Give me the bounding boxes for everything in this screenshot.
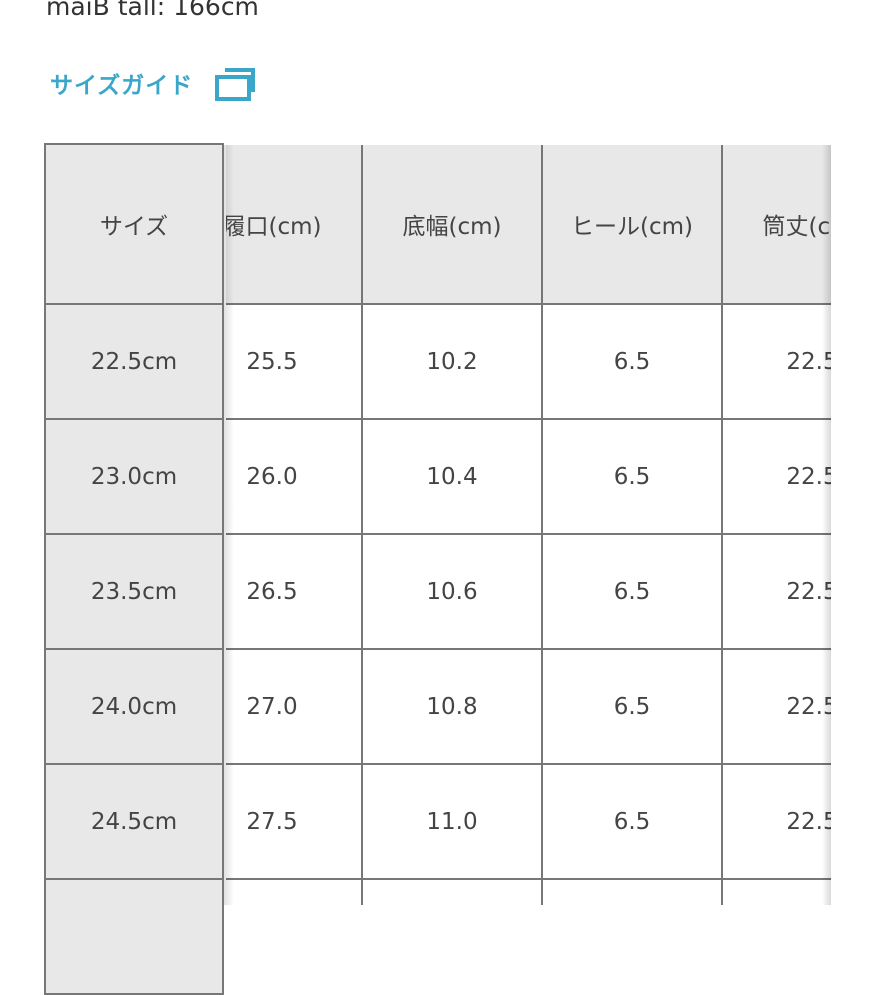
header-shaft-height: 筒丈(cm) bbox=[721, 145, 831, 305]
size-cell: 23.0cm bbox=[44, 418, 224, 535]
header-size: サイズ bbox=[44, 143, 224, 305]
table-row bbox=[226, 878, 831, 905]
table-row: 26.010.46.522.5 bbox=[226, 418, 831, 535]
scroll-shadow-right bbox=[822, 145, 831, 905]
table-cell: 26.0 bbox=[226, 418, 363, 535]
table-cell: 10.4 bbox=[361, 418, 543, 535]
table-cell bbox=[226, 878, 363, 905]
table-row: 27.010.86.522.5 bbox=[226, 648, 831, 765]
table-cell: 22.5 bbox=[721, 303, 831, 420]
table-cell: 26.5 bbox=[226, 533, 363, 650]
table-cell: 6.5 bbox=[541, 648, 723, 765]
size-cell: 23.5cm bbox=[44, 533, 224, 650]
table-row: 27.511.06.522.5 bbox=[226, 763, 831, 880]
external-window-icon bbox=[215, 68, 256, 101]
table-cell: 25.5 bbox=[226, 303, 363, 420]
size-cell: 22.5cm bbox=[44, 303, 224, 420]
table-cell: 22.5 bbox=[721, 763, 831, 880]
size-guide-link[interactable]: サイズガイド bbox=[50, 66, 256, 101]
table-cell: 6.5 bbox=[541, 763, 723, 880]
table-cell: 6.5 bbox=[541, 533, 723, 650]
size-cell: 24.5cm bbox=[44, 763, 224, 880]
table-cell: 10.2 bbox=[361, 303, 543, 420]
size-guide-label: サイズガイド bbox=[50, 73, 194, 99]
table-row: 25.510.26.522.5 bbox=[226, 303, 831, 420]
scroll-shadow-left bbox=[224, 145, 234, 905]
table-cell: 22.5 bbox=[721, 648, 831, 765]
size-cell: 24.0cm bbox=[44, 648, 224, 765]
table-cell: 10.6 bbox=[361, 533, 543, 650]
table-cell bbox=[541, 878, 723, 905]
header-heel: ヒール(cm) bbox=[541, 145, 723, 305]
table-row: 26.510.66.522.5 bbox=[226, 533, 831, 650]
model-info: maiB tall: 166cm bbox=[46, 0, 259, 21]
table-cell: 27.5 bbox=[226, 763, 363, 880]
table-cell: 22.5 bbox=[721, 533, 831, 650]
table-cell: 6.5 bbox=[541, 418, 723, 535]
table-scroll-area[interactable]: 履口(cm) 底幅(cm) ヒール(cm) 筒丈(cm) 25.510.26.5… bbox=[226, 145, 831, 905]
size-cell bbox=[44, 878, 224, 995]
table-cell: 10.8 bbox=[361, 648, 543, 765]
table-cell: 22.5 bbox=[721, 418, 831, 535]
header-row: 履口(cm) 底幅(cm) ヒール(cm) 筒丈(cm) bbox=[226, 145, 831, 305]
table-cell bbox=[721, 878, 831, 905]
size-column: サイズ 22.5cm 23.0cm 23.5cm 24.0cm 24.5cm bbox=[44, 143, 224, 995]
table-cell bbox=[361, 878, 543, 905]
table-cell: 11.0 bbox=[361, 763, 543, 880]
header-sole-width: 底幅(cm) bbox=[361, 145, 543, 305]
table-cell: 6.5 bbox=[541, 303, 723, 420]
table-cell: 27.0 bbox=[226, 648, 363, 765]
header-opening: 履口(cm) bbox=[226, 145, 363, 305]
